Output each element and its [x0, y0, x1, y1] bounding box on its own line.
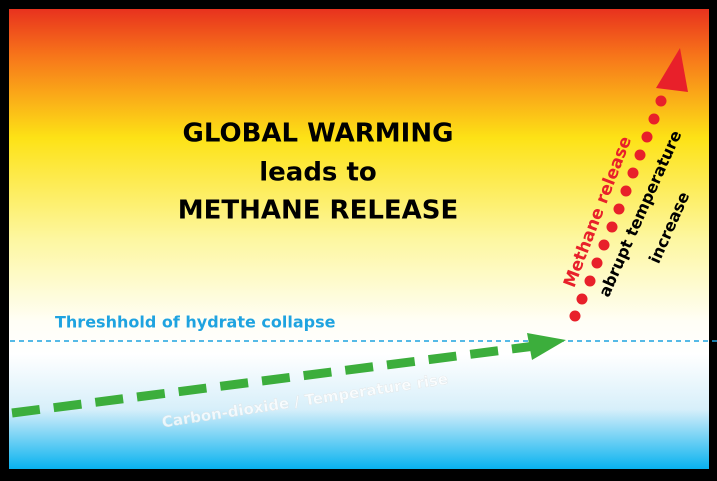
co2-arrow [11, 341, 536, 418]
background [9, 9, 709, 469]
title-line: METHANE RELEASE [178, 196, 459, 226]
methane-dots [569, 95, 667, 322]
methane-arrowhead [656, 48, 688, 92]
title-line: leads to [259, 158, 377, 188]
threshold-label: Threshhold of hydrate collapse [55, 313, 336, 332]
title-line: GLOBAL WARMING [183, 119, 454, 149]
co2-arrowhead [527, 333, 566, 360]
